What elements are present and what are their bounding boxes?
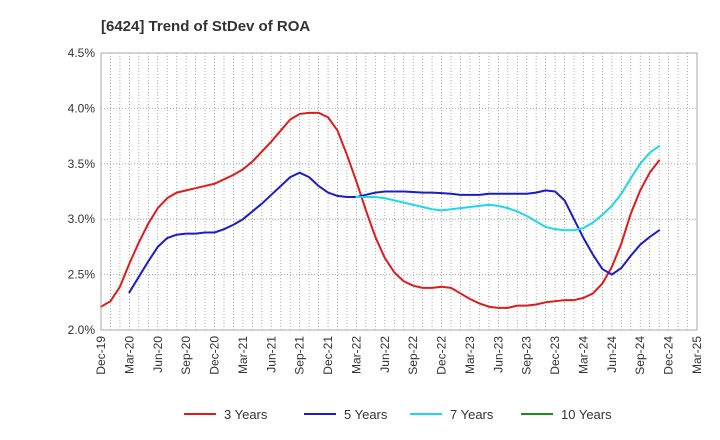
y-tick-label: 2.0%	[68, 323, 96, 337]
legend: 3 Years 5 Years 7 Years 10 Years	[184, 407, 612, 422]
x-tick-label: Mar-20	[122, 336, 136, 374]
x-tick-label: Sep-24	[633, 336, 647, 375]
x-tick-label: Jun-24	[605, 336, 619, 373]
x-tick-label: Mar-23	[463, 336, 477, 374]
x-tick-label: Dec-24	[662, 336, 676, 375]
y-tick-label: 2.5%	[68, 268, 96, 282]
x-tick-label: Dec-20	[208, 336, 222, 375]
x-tick-label: Dec-19	[94, 336, 108, 375]
x-tick-label: Jun-21	[264, 336, 278, 373]
x-axis: Dec-19 Mar-20 Jun-20 Sep-20 Dec-20 Mar-21 Jun-…	[94, 336, 704, 375]
x-tick-label: Sep-23	[520, 336, 534, 375]
y-tick-label: 3.5%	[68, 157, 96, 171]
series-line-3-years	[100, 111, 661, 309]
x-tick-label: Jun-23	[491, 336, 505, 373]
series-lines	[100, 111, 661, 309]
x-tick-label: Mar-22	[349, 336, 363, 374]
x-tick-label: Mar-25	[690, 336, 704, 374]
x-tick-label: Sep-22	[406, 336, 420, 375]
chart-title: [6424] Trend of StDev of ROA	[101, 18, 310, 35]
x-tick-label: Dec-22	[435, 336, 449, 375]
x-tick-label: Dec-23	[548, 336, 562, 375]
legend-label-5-years: 5 Years	[344, 407, 388, 422]
x-tick-label: Dec-21	[321, 336, 335, 375]
y-tick-label: 3.0%	[68, 212, 96, 226]
x-tick-label: Mar-24	[576, 336, 590, 374]
legend-label-7-years: 7 Years	[450, 407, 494, 422]
x-tick-label: Jun-20	[151, 336, 165, 373]
plot-frame	[100, 52, 698, 331]
x-tick-label: Sep-20	[179, 336, 193, 375]
y-tick-label: 4.0%	[68, 101, 96, 115]
x-tick-label: Jun-22	[378, 336, 392, 373]
series-line-5-years	[128, 171, 661, 294]
y-tick-label: 4.5%	[68, 46, 96, 60]
legend-label-3-years: 3 Years	[224, 407, 268, 422]
y-axis: 2.0% 2.5% 3.0% 3.5% 4.0% 4.5%	[68, 46, 96, 337]
series-line-7-years	[355, 145, 661, 232]
x-tick-label: Sep-21	[293, 336, 307, 375]
x-tick-label: Mar-21	[236, 336, 250, 374]
legend-label-10-years: 10 Years	[561, 407, 612, 422]
